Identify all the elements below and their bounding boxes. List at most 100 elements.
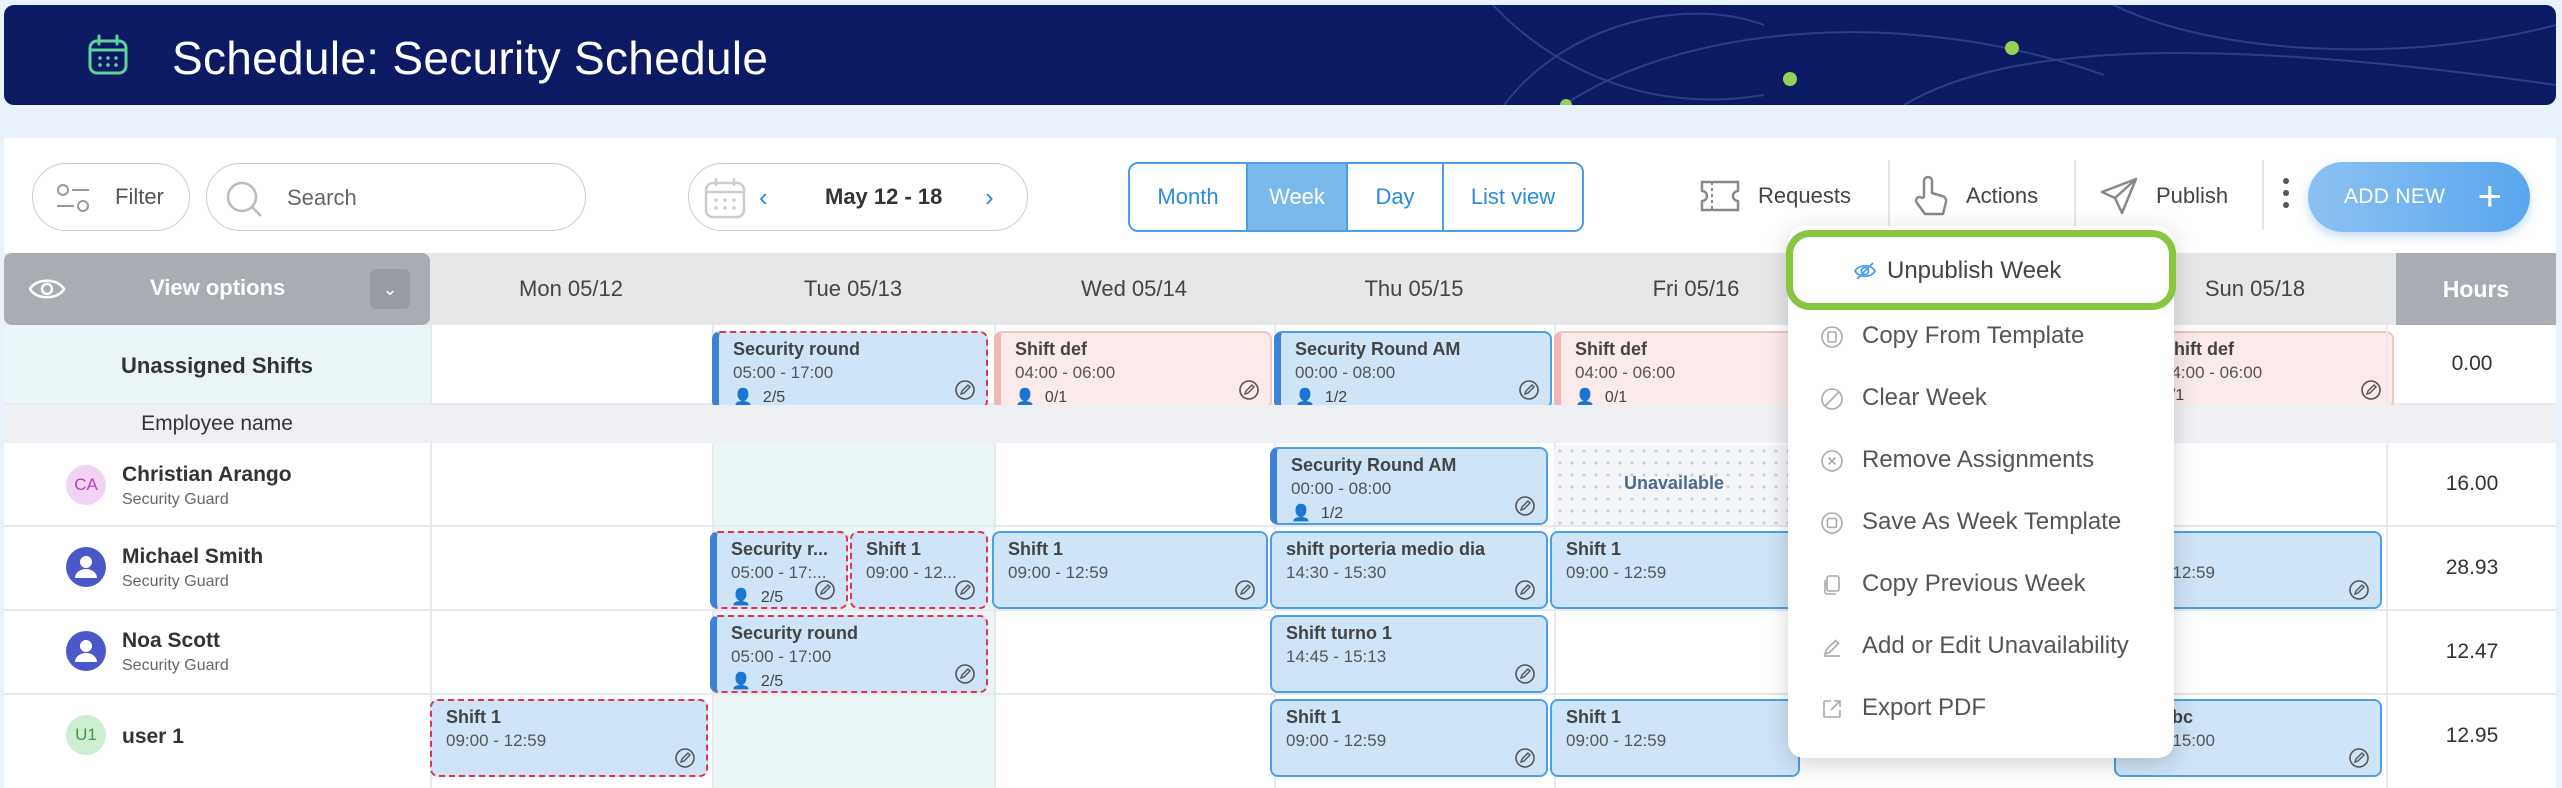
edit-icon[interactable]: [1518, 379, 1540, 401]
shift-card[interactable]: Security Round AM 00:00 - 08:00 👤 1/2: [1274, 331, 1552, 409]
employee-name[interactable]: Christian Arango: [122, 463, 292, 486]
tab-month[interactable]: Month: [1130, 164, 1248, 230]
edit-icon[interactable]: [1514, 747, 1536, 769]
save-icon: [1821, 512, 1843, 534]
shift-card[interactable]: Shift def 04:00 - 06:00 0/1: [2154, 331, 2394, 409]
shift-time: 04:00 - 06:00: [2162, 363, 2263, 382]
view-options-button[interactable]: View options ⌄: [4, 253, 430, 325]
more-options-icon[interactable]: [2280, 172, 2292, 222]
shift-name: Shift 1: [1566, 539, 1622, 559]
shift-name: Shift 1: [1566, 707, 1622, 727]
shift-name: Security Round AM: [1295, 339, 1461, 359]
shift-card[interactable]: shift porteria medio dia 14:30 - 15:30: [1270, 531, 1548, 609]
edit-icon[interactable]: [2360, 379, 2382, 401]
view-options-label: View options: [150, 275, 286, 300]
menu-item-export-pdf[interactable]: Export PDF: [1788, 680, 2174, 736]
shift-card[interactable]: Shift 1 09:00 - 12:59: [1270, 699, 1548, 777]
hours-value: 16.00: [2386, 443, 2556, 525]
edit-icon[interactable]: [814, 579, 836, 601]
edit-icon[interactable]: [1238, 379, 1260, 401]
search-input[interactable]: [287, 178, 567, 218]
shift-card[interactable]: Shift def 04:00 - 06:00 👤 0/1: [994, 331, 1272, 409]
menu-item-clear-week[interactable]: Clear Week: [1788, 370, 2174, 426]
publish-button[interactable]: Publish: [2098, 168, 2228, 224]
shift-card[interactable]: Security round 05:00 - 17:00 👤 2/5: [710, 615, 988, 693]
publish-label: Publish: [2156, 183, 2229, 208]
tab-week[interactable]: Week: [1248, 164, 1348, 230]
filter-button[interactable]: Filter: [32, 163, 190, 231]
edit-icon[interactable]: [1514, 663, 1536, 685]
filter-sliders-icon: [57, 184, 89, 212]
menu-item-copy-previous-week[interactable]: Copy Previous Week: [1788, 556, 2174, 612]
shift-card[interactable]: Shift turno 1 14:45 - 15:13: [1270, 615, 1548, 693]
menu-item-save-as-week-template[interactable]: Save As Week Template: [1788, 494, 2174, 550]
edit-icon[interactable]: [954, 663, 976, 685]
shift-name: Shift def: [2162, 339, 2234, 359]
edit-icon[interactable]: [2348, 579, 2370, 601]
employee-name[interactable]: user 1: [122, 725, 184, 748]
day-header-fri: Fri 05/16: [1652, 276, 1740, 301]
calendar-icon[interactable]: [703, 176, 747, 220]
shift-card[interactable]: Shift def 04:00 - 06:00 👤 0/1: [1554, 331, 1794, 409]
edit-icon[interactable]: [1514, 495, 1536, 517]
edit-icon[interactable]: [954, 379, 976, 401]
unavailable-block[interactable]: Unavailable: [1554, 445, 1794, 525]
edit-icon[interactable]: [1234, 579, 1256, 601]
shift-card[interactable]: Shift 1 09:00 - 12...: [850, 531, 988, 609]
menu-item-add-or-edit-unavailability[interactable]: Add or Edit Unavailability: [1788, 618, 2174, 674]
unassigned-shifts-label-cell: Unassigned Shifts: [4, 325, 430, 403]
edit-icon[interactable]: [954, 579, 976, 601]
count-text: 1/2: [1320, 505, 1344, 522]
toolbar-divider: [2262, 160, 2264, 230]
day-cell[interactable]: [994, 443, 1274, 525]
menu-item-copy-from-template[interactable]: Copy From Template: [1788, 308, 2174, 364]
menu-item-remove-assignments[interactable]: Remove Assignments: [1788, 432, 2174, 488]
day-cell[interactable]: [430, 611, 712, 693]
export-icon: [1823, 700, 1841, 718]
requests-button[interactable]: Requests: [1698, 168, 1851, 224]
shift-time: 00:00 - 08:00: [1295, 363, 1396, 382]
shift-card[interactable]: Shift 1 09:00 - 12:59: [430, 699, 708, 777]
shift-card[interactable]: Shift 1 09:00 - 12:59: [1550, 699, 1800, 777]
day-cell[interactable]: [712, 695, 994, 788]
search-box[interactable]: [206, 163, 586, 231]
employee-name[interactable]: Michael Smith: [122, 545, 264, 568]
add-new-button[interactable]: ADD NEW +: [2308, 162, 2530, 232]
employee-name[interactable]: Noa Scott: [122, 629, 221, 652]
day-cell[interactable]: [994, 695, 1274, 788]
shift-card[interactable]: Security Round AM 00:00 - 08:00 👤 1/2: [1270, 447, 1548, 525]
menu-item-unpublish-week[interactable]: Unpublish Week: [1786, 230, 2176, 310]
shift-card[interactable]: 1 - 12:59: [2154, 531, 2382, 609]
shift-card[interactable]: Security round 05:00 - 17:00 👤 2/5: [712, 331, 988, 409]
remove-icon: [1821, 450, 1843, 472]
shift-card[interactable]: Security r... 05:00 - 17:... 👤 2/5: [710, 531, 848, 609]
previous-week-chevron-icon[interactable]: ‹: [759, 182, 768, 212]
actions-button[interactable]: Actions: [1910, 168, 2038, 224]
day-cell[interactable]: [430, 443, 712, 525]
hours-column-header: Hours: [2396, 253, 2556, 325]
day-cell[interactable]: [994, 611, 1274, 693]
clear-icon: [1821, 388, 1843, 410]
shift-name: Shift turno 1: [1286, 623, 1392, 643]
shift-name: Security Round AM: [1291, 455, 1457, 475]
menu-item-label: Copy Previous Week: [1862, 570, 2086, 597]
edit-icon[interactable]: [674, 747, 696, 769]
chevron-down-icon[interactable]: ⌄: [370, 269, 410, 309]
edit-icon[interactable]: [1514, 579, 1536, 601]
edit-icon[interactable]: [2348, 747, 2370, 769]
day-cell[interactable]: [1554, 611, 1838, 693]
menu-item-label: Export PDF: [1862, 694, 1987, 721]
next-week-chevron-icon[interactable]: ›: [985, 182, 994, 212]
day-cell[interactable]: [430, 325, 712, 403]
day-cell[interactable]: [712, 443, 994, 525]
count-text: 0/1: [1604, 389, 1628, 406]
tab-list-view[interactable]: List view: [1470, 184, 1556, 209]
shift-time: 05:00 - 17:...: [731, 563, 827, 582]
shift-time: 14:45 - 15:13: [1286, 647, 1387, 666]
shift-card[interactable]: Shift 1 09:00 - 12:59: [992, 531, 1268, 609]
shift-card[interactable]: Shift 1 09:00 - 12:59: [1550, 531, 1800, 609]
day-cell[interactable]: [430, 527, 712, 609]
tab-day[interactable]: Day: [1348, 164, 1444, 230]
actions-pointer-icon: [1914, 175, 1948, 216]
employee-row: U1 user 1 Shift 1 09:00 - 12:59 Shift 1 …: [4, 695, 2556, 788]
